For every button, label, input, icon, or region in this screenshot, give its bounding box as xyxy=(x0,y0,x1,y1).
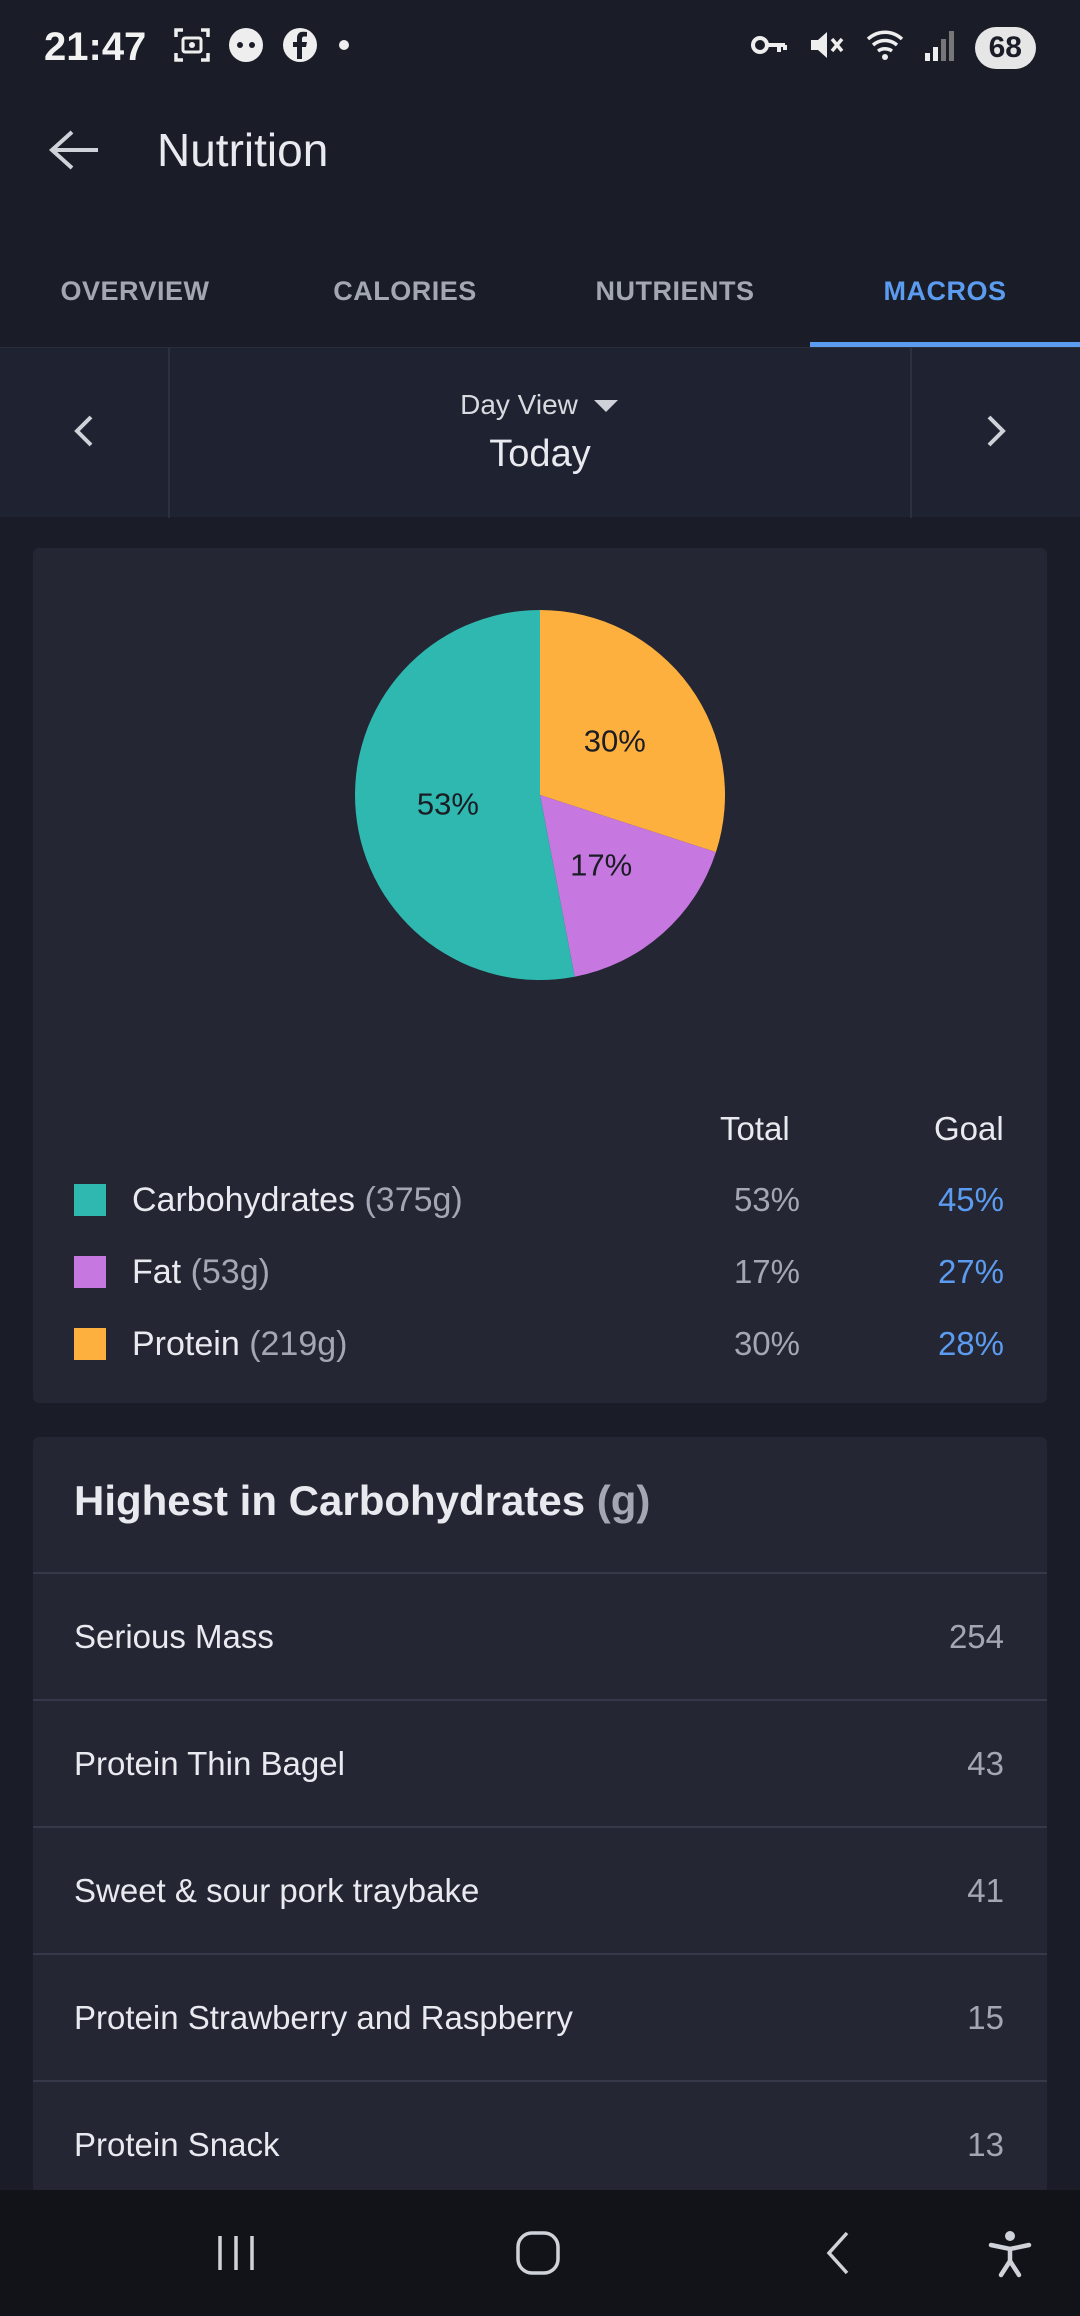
screenshot-icon xyxy=(172,25,212,70)
food-name: Protein Thin Bagel xyxy=(74,1744,345,1782)
macro-total: 17% xyxy=(733,1253,800,1290)
tab-overview[interactable]: OVERVIEW xyxy=(60,275,210,306)
pie-label-fat: 17% xyxy=(570,847,632,882)
macro-goal: 28% xyxy=(937,1325,1004,1362)
tab-calories[interactable]: CALORIES xyxy=(333,275,477,306)
dropdown-arrow-icon xyxy=(592,389,620,421)
food-row[interactable]: Protein Thin Bagel 43 xyxy=(33,1699,1047,1826)
pie-chart-svg: 30% 17% 53% xyxy=(355,610,725,980)
tab-macros[interactable]: MACROS xyxy=(810,235,1080,347)
food-name: Sweet & sour pork traybake xyxy=(74,1871,480,1909)
macro-row-carbohydrates: Carbohydrates (375g) 53% 45% xyxy=(0,1170,1080,1230)
tab-nutrients[interactable]: NUTRIENTS xyxy=(595,275,755,306)
system-nav-bar xyxy=(0,2190,1080,2316)
macro-pie-chart: 30% 17% 53% xyxy=(33,548,1047,1028)
day-view-selector[interactable]: Day View Today xyxy=(170,348,910,517)
accessibility-icon[interactable] xyxy=(960,2203,1060,2303)
carbohydrates-swatch xyxy=(74,1184,106,1216)
macro-row-protein: Protein (219g) 30% 28% xyxy=(0,1314,1080,1374)
chevron-left-icon xyxy=(69,411,99,456)
day-view-label: Day View xyxy=(460,389,578,420)
app-bar: Nutrition xyxy=(0,95,1080,205)
macro-name: Protein xyxy=(132,1324,240,1363)
goal-header: Goal xyxy=(934,1110,1004,1147)
wifi-icon xyxy=(865,25,905,70)
macro-grams: (375g) xyxy=(364,1180,463,1219)
food-name: Serious Mass xyxy=(74,1617,274,1655)
signal-icon xyxy=(923,25,957,70)
food-row[interactable]: Protein Strawberry and Raspberry 15 xyxy=(33,1953,1047,2080)
macro-name: Fat xyxy=(132,1252,182,1291)
macro-name: Carbohydrates xyxy=(132,1180,356,1219)
recents-icon[interactable] xyxy=(186,2203,286,2303)
food-row[interactable]: Serious Mass 254 xyxy=(33,1572,1047,1699)
food-value: 41 xyxy=(967,1871,1004,1909)
battery-indicator: 68 xyxy=(974,26,1036,69)
macros-card: 30% 17% 53% xyxy=(33,548,1047,1403)
pie-slice-carbohydrates xyxy=(355,610,575,980)
highest-unit: (g) xyxy=(596,1477,651,1524)
pie-slice-fat xyxy=(540,795,716,977)
macro-table-header: Total Goal xyxy=(0,1110,1080,1160)
pie-label-protein: 30% xyxy=(584,724,646,759)
status-time: 21:47 xyxy=(44,25,147,69)
previous-day-button[interactable] xyxy=(0,348,170,518)
food-value: 43 xyxy=(967,1744,1004,1782)
macro-goal: 45% xyxy=(937,1181,1004,1218)
fat-swatch xyxy=(74,1256,106,1288)
mute-icon xyxy=(807,25,847,70)
discord-icon xyxy=(226,25,266,70)
food-value: 15 xyxy=(967,1998,1004,2036)
status-bar: 21:47 68 xyxy=(0,0,1080,95)
highest-title: Highest in Carbohydrates (g) xyxy=(74,1477,650,1525)
food-row[interactable]: Protein Snack 13 xyxy=(33,2080,1047,2207)
macro-grams: (53g) xyxy=(190,1252,270,1291)
page-title: Nutrition xyxy=(157,124,329,176)
dot-icon xyxy=(334,25,354,70)
chevron-right-icon xyxy=(981,411,1011,456)
back-icon[interactable] xyxy=(790,2203,890,2303)
macro-total: 30% xyxy=(733,1325,800,1362)
food-row[interactable]: Sweet & sour pork traybake 41 xyxy=(33,1826,1047,1953)
facebook-icon xyxy=(280,25,320,70)
selected-day: Today xyxy=(489,433,591,475)
macro-row-fat: Fat (53g) 17% 27% xyxy=(0,1242,1080,1302)
total-header: Total xyxy=(720,1110,790,1147)
vpn-key-icon xyxy=(749,25,789,70)
tab-bar: OVERVIEW CALORIES NUTRIENTS MACROS xyxy=(0,235,1080,347)
food-name: Protein Snack xyxy=(74,2125,280,2163)
food-value: 254 xyxy=(948,1617,1004,1655)
home-icon[interactable] xyxy=(488,2203,588,2303)
day-navigator: Day View Today xyxy=(0,347,1080,518)
food-value: 13 xyxy=(967,2125,1004,2163)
highest-title-text: Highest in Carbohydrates xyxy=(74,1477,586,1524)
macro-grams: (219g) xyxy=(249,1324,348,1363)
food-name: Protein Strawberry and Raspberry xyxy=(74,1998,573,2036)
pie-slice-protein xyxy=(540,610,725,853)
back-arrow-icon[interactable] xyxy=(44,120,104,180)
macro-goal: 27% xyxy=(937,1253,1004,1290)
macro-total: 53% xyxy=(733,1181,800,1218)
next-day-button[interactable] xyxy=(910,348,1080,518)
highest-in-card: Highest in Carbohydrates (g) Serious Mas… xyxy=(33,1437,1047,2316)
pie-label-carbohydrates: 53% xyxy=(417,787,479,822)
protein-swatch xyxy=(74,1328,106,1360)
